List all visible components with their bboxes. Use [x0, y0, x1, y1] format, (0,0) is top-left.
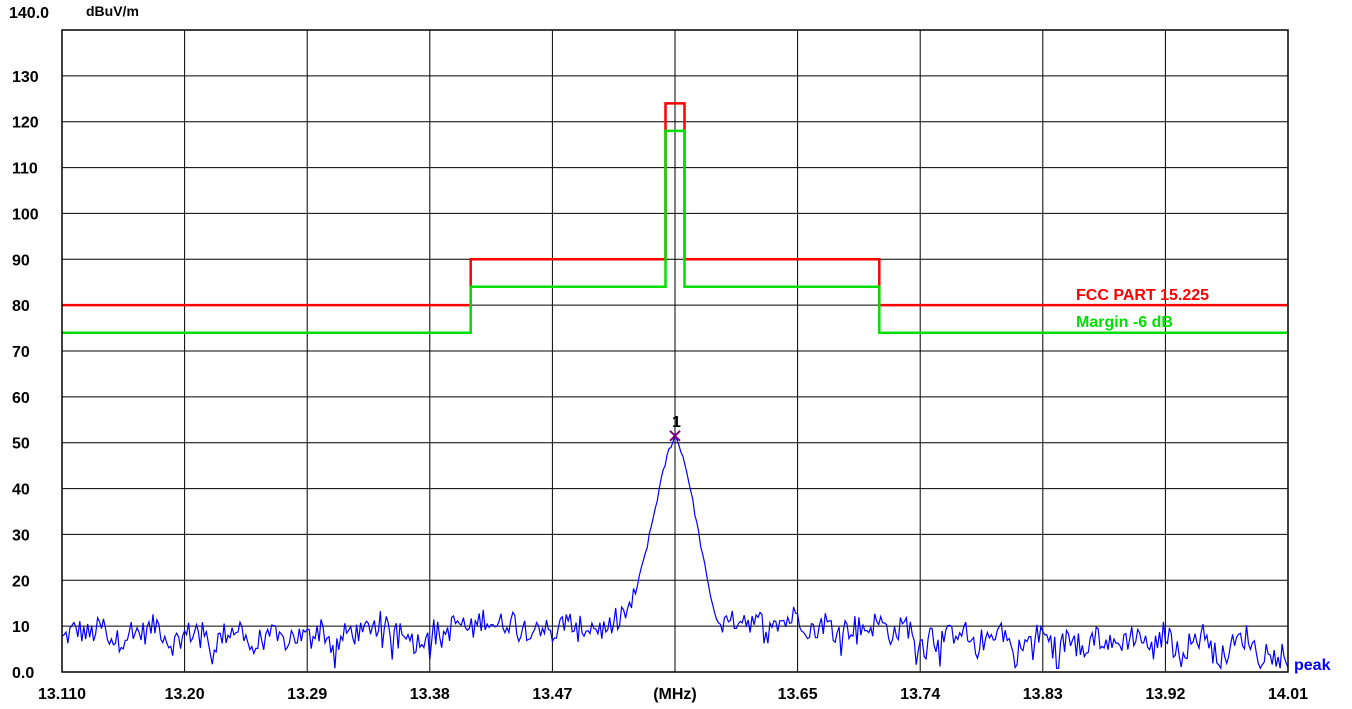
x-tick-label-1: 13.20 [165, 686, 205, 703]
fcc-limit-line [62, 102, 1288, 307]
y-tick-label-7: 60 [12, 390, 30, 407]
y-axis-unit-label: dBuV/m [86, 3, 139, 19]
x-tick-label-9: 13.92 [1145, 686, 1185, 703]
grid-lines [62, 30, 1288, 672]
plot-frame [61, 29, 1289, 673]
margin-line [62, 129, 1288, 334]
y-tick-label-1: 120 [12, 115, 39, 132]
y-tick-label-13: 0.0 [12, 665, 34, 682]
y-tick-label-10: 30 [12, 527, 30, 544]
peak-marker-label: 1 [672, 414, 681, 431]
legend-peak-label: peak [1294, 657, 1331, 674]
y-tick-label-9: 40 [12, 482, 30, 499]
y-tick-label-3: 100 [12, 206, 39, 223]
x-tick-label-4: 13.47 [532, 686, 572, 703]
x-tick-label-8: 13.83 [1023, 686, 1063, 703]
legend-fcc-label: FCC PART 15.225 [1076, 287, 1209, 304]
y-tick-label-2: 110 [12, 161, 38, 178]
y-tick-label-5: 80 [12, 298, 30, 315]
x-tick-label-10: 14.01 [1268, 686, 1308, 703]
peak-marker: 1 [669, 414, 681, 442]
chart-markers: 1 [669, 414, 681, 442]
x-tick-label-3: 13.38 [410, 686, 450, 703]
x-tick-label-6: 13.65 [778, 686, 818, 703]
x-tick-label-5: (MHz) [653, 686, 697, 703]
y-tick-label-0: 130 [12, 69, 39, 86]
x-tick-label-7: 13.74 [900, 686, 940, 703]
y-tick-label-12: 10 [12, 619, 30, 636]
x-tick-label-2: 13.29 [287, 686, 327, 703]
peak-marker-stroke-b [669, 430, 681, 442]
y-tick-label-4: 90 [12, 252, 30, 269]
y-tick-label-11: 20 [12, 573, 30, 590]
y-tick-label-8: 50 [12, 436, 30, 453]
legend-margin-label: Margin -6 dB [1076, 314, 1173, 331]
y-tick-label-6: 70 [12, 344, 30, 361]
y-axis-ticks: 130 120 110 100 90 80 70 60 50 40 30 20 10 0.0 [12, 69, 39, 682]
y-axis-top-label: 140.0 [9, 5, 49, 22]
x-tick-label-0: 13.110 [38, 686, 86, 703]
x-axis-ticks: 13.110 13.20 13.29 13.38 13.47 (MHz) 13.65 13.7… [38, 686, 1308, 703]
